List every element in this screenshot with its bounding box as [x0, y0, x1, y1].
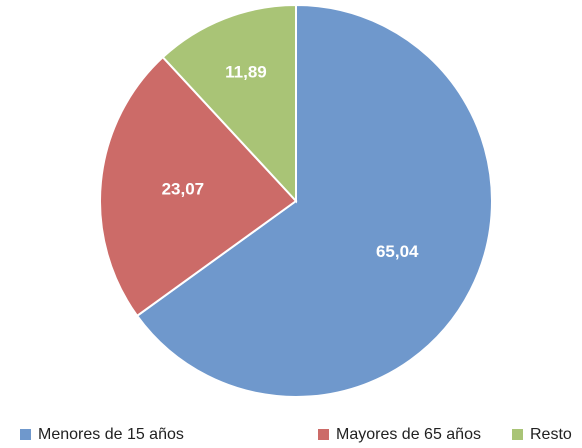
legend-label: Resto [530, 426, 572, 443]
legend-swatch [20, 429, 31, 440]
legend-label: Menores de 15 años [38, 426, 184, 443]
legend-swatch [512, 429, 523, 440]
pie-slice [161, 3, 297, 204]
legend-swatch [318, 429, 329, 440]
data-label: 65,04 [376, 242, 419, 261]
pie-slice [135, 3, 493, 398]
data-label: 23,07 [162, 179, 205, 198]
legend-label: Mayores de 65 años [336, 426, 481, 443]
data-label: 11,89 [225, 63, 267, 82]
pie-slice [99, 55, 298, 318]
